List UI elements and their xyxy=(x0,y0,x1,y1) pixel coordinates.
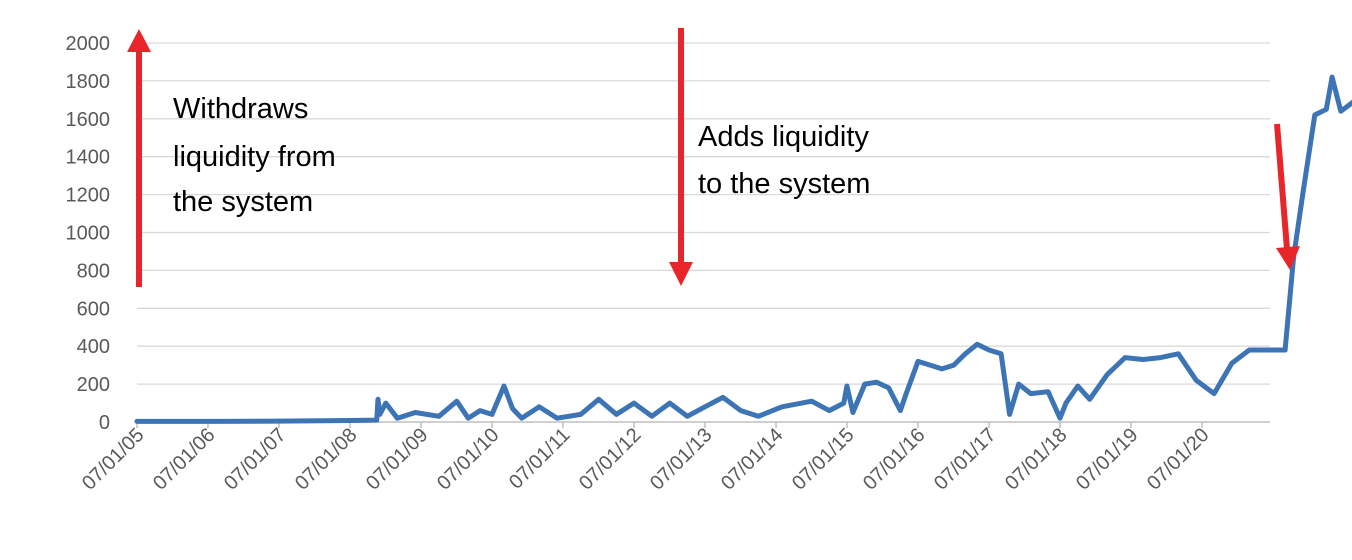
x-tick-label: 07/01/12 xyxy=(575,424,646,495)
y-tick-label: 2000 xyxy=(66,33,111,55)
annotation-withdraw-line3: the system xyxy=(173,186,313,218)
y-tick-label: 0 xyxy=(99,412,110,434)
y-tick-label: 1600 xyxy=(66,109,111,131)
x-tick-label: 07/01/16 xyxy=(859,424,930,495)
y-tick-label: 1200 xyxy=(66,185,111,207)
y-tick-label: 600 xyxy=(77,298,110,320)
x-tick-label: 07/01/07 xyxy=(220,424,291,495)
x-tick-label: 07/01/05 xyxy=(78,424,149,495)
x-tick-label: 07/01/17 xyxy=(930,424,1001,495)
annotation-withdraw-line2: liquidity from xyxy=(173,141,336,173)
arrows xyxy=(127,28,1300,287)
y-tick-label: 200 xyxy=(77,374,110,396)
x-tick-label: 07/01/06 xyxy=(149,424,220,495)
series-line xyxy=(134,74,1352,424)
annotation-add-line1: Adds liquidity xyxy=(698,121,869,153)
x-tick-label: 07/01/14 xyxy=(717,424,788,495)
x-tick-label: 07/01/08 xyxy=(291,424,362,495)
annotation-add-line2: to the system xyxy=(698,168,870,200)
x-tick-label: 07/01/10 xyxy=(433,424,504,495)
x-axis-ticks: 07/01/05 07/01/06 07/01/07 07/01/08 07/01/09… xyxy=(78,422,1214,495)
y-axis: 0 200 400 600 800 1000 1200 1400 1600 1800 2000 xyxy=(66,33,111,434)
right-arrow-down-head xyxy=(1276,246,1300,270)
x-tick-label: 07/01/15 xyxy=(788,424,859,495)
x-tick-label: 07/01/20 xyxy=(1143,424,1214,495)
y-tick-label: 1800 xyxy=(66,71,111,93)
gridlines xyxy=(137,42,1270,385)
annotation-withdraw-line1: Withdraws xyxy=(173,93,308,125)
y-tick-label: 400 xyxy=(77,336,110,358)
add-arrow-down-head xyxy=(669,262,693,286)
withdraw-arrow-up-head xyxy=(127,29,151,52)
y-tick-label: 1400 xyxy=(66,147,111,169)
right-arrow-down xyxy=(1274,123,1290,250)
series xyxy=(134,74,1352,424)
x-tick-label: 07/01/18 xyxy=(1001,424,1072,495)
x-tick-label: 07/01/09 xyxy=(362,424,433,495)
y-tick-label: 800 xyxy=(77,260,110,282)
x-tick-label: 07/01/13 xyxy=(646,424,717,495)
x-tick-label: 07/01/19 xyxy=(1072,424,1143,495)
y-tick-label: 1000 xyxy=(66,223,111,245)
x-tick-label: 07/01/11 xyxy=(505,424,575,494)
